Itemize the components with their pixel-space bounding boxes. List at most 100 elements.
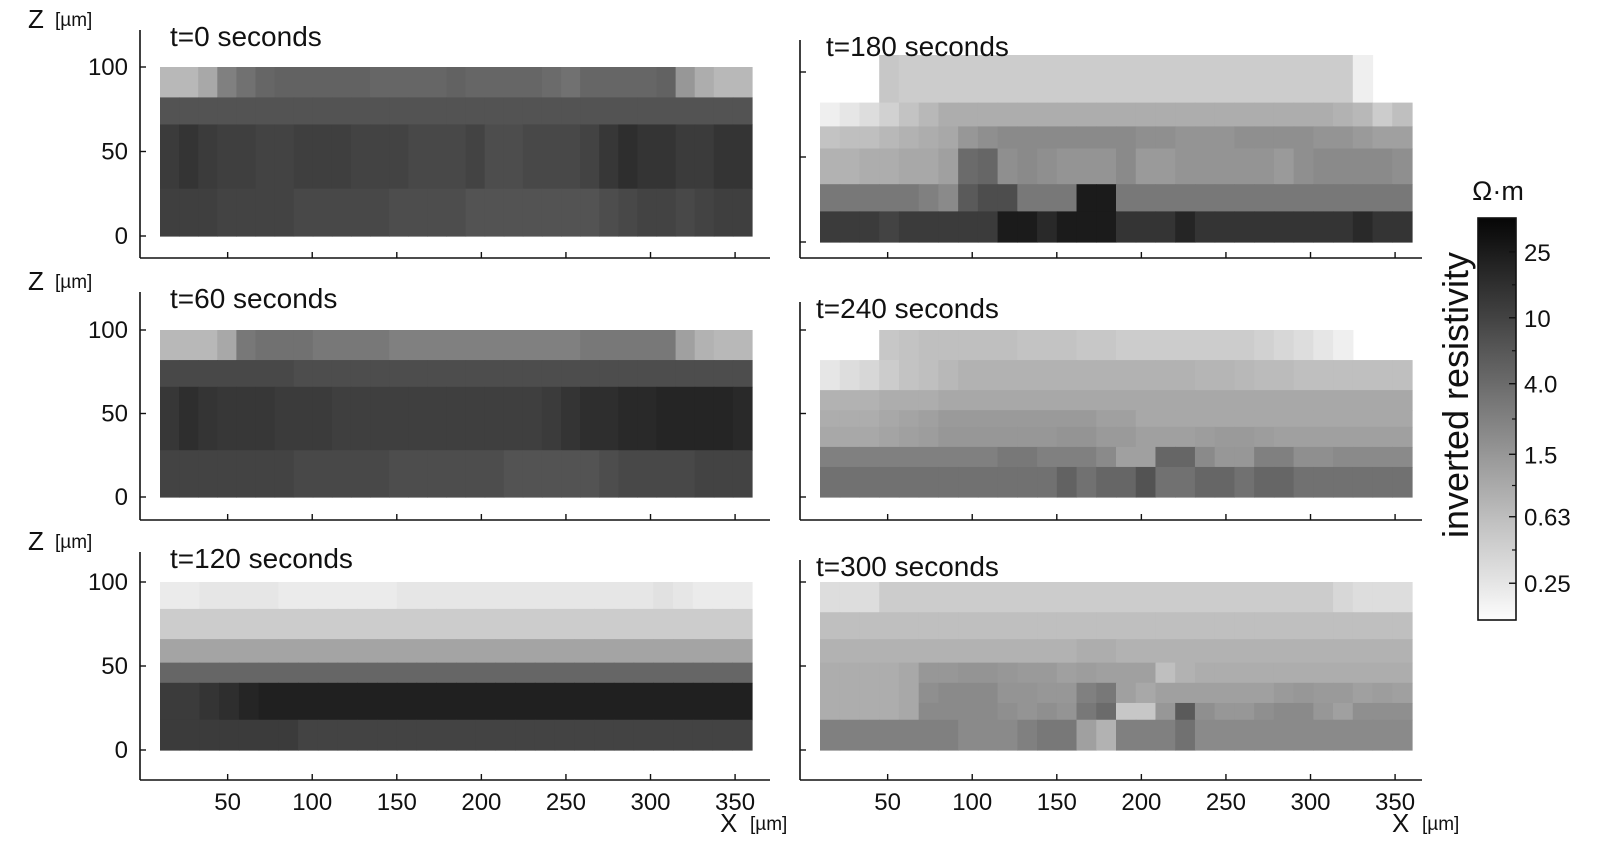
heatmap-cell bbox=[293, 124, 314, 190]
heatmap-cell bbox=[820, 211, 841, 243]
heatmap-cell bbox=[977, 719, 999, 751]
heatmap-cell bbox=[370, 188, 390, 237]
heatmap-cell bbox=[427, 188, 448, 237]
heatmap-cell bbox=[217, 386, 237, 451]
heatmap-cell bbox=[554, 682, 575, 721]
z-tick-label: 100 bbox=[88, 569, 128, 596]
heatmap-cell bbox=[1155, 446, 1176, 468]
heatmap-cell bbox=[1194, 682, 1216, 704]
heatmap-cell bbox=[298, 639, 319, 664]
heatmap-cell bbox=[1135, 719, 1157, 751]
heatmap-cell bbox=[1372, 682, 1393, 704]
heatmap-cell bbox=[274, 97, 295, 126]
x-tick-label: 300 bbox=[1290, 789, 1330, 816]
heatmap-cell bbox=[1155, 426, 1176, 448]
heatmap-cell bbox=[350, 97, 371, 126]
heatmap-cell bbox=[898, 148, 920, 185]
heatmap-cell bbox=[1333, 360, 1354, 391]
z-tick-label: 0 bbox=[115, 737, 128, 764]
heatmap-cell bbox=[515, 639, 536, 664]
heatmap-cell bbox=[1096, 410, 1117, 428]
heatmap-cell bbox=[713, 67, 734, 99]
panel-title: t=0 seconds bbox=[170, 21, 322, 52]
heatmap-cell bbox=[554, 582, 575, 610]
heatmap-cell bbox=[312, 67, 333, 99]
heatmap-cell bbox=[618, 67, 639, 99]
heatmap-cell bbox=[820, 426, 841, 448]
heatmap-cell bbox=[1096, 719, 1117, 751]
heatmap-cell bbox=[732, 582, 753, 610]
heatmap-cell bbox=[1352, 102, 1374, 127]
heatmap-cell bbox=[436, 582, 457, 610]
heatmap-cell bbox=[370, 124, 390, 190]
heatmap-cell bbox=[1135, 702, 1157, 721]
heatmap-cell bbox=[1096, 466, 1117, 498]
heatmap-cell bbox=[820, 390, 841, 411]
heatmap-cell bbox=[534, 682, 556, 721]
heatmap-cell bbox=[839, 702, 861, 721]
heatmap-cell bbox=[839, 102, 861, 127]
heatmap-cell bbox=[1037, 662, 1058, 684]
heatmap-cell bbox=[1194, 639, 1216, 664]
heatmap-cell bbox=[274, 360, 295, 388]
heatmap-cell bbox=[1234, 55, 1255, 104]
heatmap-cell bbox=[859, 390, 880, 411]
heatmap-cell bbox=[1194, 702, 1216, 721]
heatmap-cell bbox=[839, 466, 861, 498]
heatmap-cell bbox=[732, 360, 753, 388]
heatmap-cell bbox=[465, 450, 486, 498]
heatmap-cell bbox=[1056, 662, 1078, 684]
heatmap-cell bbox=[580, 97, 600, 126]
heatmap-cell bbox=[1392, 211, 1413, 243]
heatmap-cell bbox=[1194, 148, 1216, 185]
heatmap-cell bbox=[1254, 702, 1275, 721]
heatmap-cell bbox=[1056, 211, 1078, 243]
heatmap-cell bbox=[839, 211, 861, 243]
heatmap-cell bbox=[1333, 426, 1354, 448]
heatmap-cell bbox=[977, 582, 999, 613]
heatmap-cell bbox=[580, 188, 600, 237]
heatmap-cell bbox=[1175, 582, 1196, 613]
heatmap-cell bbox=[389, 360, 409, 388]
heatmap-cell bbox=[236, 330, 257, 361]
heatmap-cell bbox=[1155, 410, 1176, 428]
heatmap-cell bbox=[859, 102, 880, 127]
heatmap-cell bbox=[484, 386, 505, 451]
heatmap-cell bbox=[1175, 211, 1196, 243]
heatmap-cell bbox=[465, 360, 486, 388]
heatmap-cell bbox=[1313, 582, 1334, 613]
heatmap-cell bbox=[613, 582, 635, 610]
heatmap-cell bbox=[416, 719, 437, 751]
heatmap-cell bbox=[938, 55, 959, 104]
heatmap-cell bbox=[1372, 662, 1393, 684]
z-axis-unit: [µm] bbox=[55, 10, 92, 31]
heatmap-cell bbox=[820, 184, 841, 212]
heatmap-cell bbox=[293, 97, 314, 126]
heatmap-cell bbox=[1214, 466, 1235, 498]
heatmap-cell bbox=[274, 450, 295, 498]
heatmap-cell bbox=[534, 639, 556, 664]
heatmap-cell bbox=[337, 662, 358, 684]
heatmap-cell bbox=[977, 410, 999, 428]
heatmap-cell bbox=[918, 390, 939, 411]
heatmap-cell bbox=[692, 639, 714, 664]
heatmap-cell bbox=[618, 330, 639, 361]
heatmap-cell bbox=[613, 662, 635, 684]
heatmap-cell bbox=[694, 97, 715, 126]
heatmap-cell bbox=[675, 360, 696, 388]
heatmap-cell bbox=[475, 719, 497, 751]
heatmap-cell bbox=[377, 662, 398, 684]
heatmap-cell bbox=[1175, 466, 1196, 498]
heatmap-cell bbox=[236, 188, 257, 237]
heatmap-cell bbox=[859, 662, 880, 684]
heatmap-cell bbox=[1155, 702, 1176, 721]
heatmap-cell bbox=[1293, 612, 1314, 640]
heatmap-cell bbox=[859, 446, 880, 468]
heatmap-cell bbox=[673, 682, 694, 721]
heatmap-cell bbox=[1017, 102, 1038, 127]
heatmap-cell bbox=[1352, 390, 1374, 411]
heatmap-cell bbox=[377, 608, 398, 640]
heatmap-cell bbox=[820, 662, 841, 684]
heatmap-cell bbox=[1352, 148, 1374, 185]
heatmap-cell bbox=[1155, 102, 1176, 127]
